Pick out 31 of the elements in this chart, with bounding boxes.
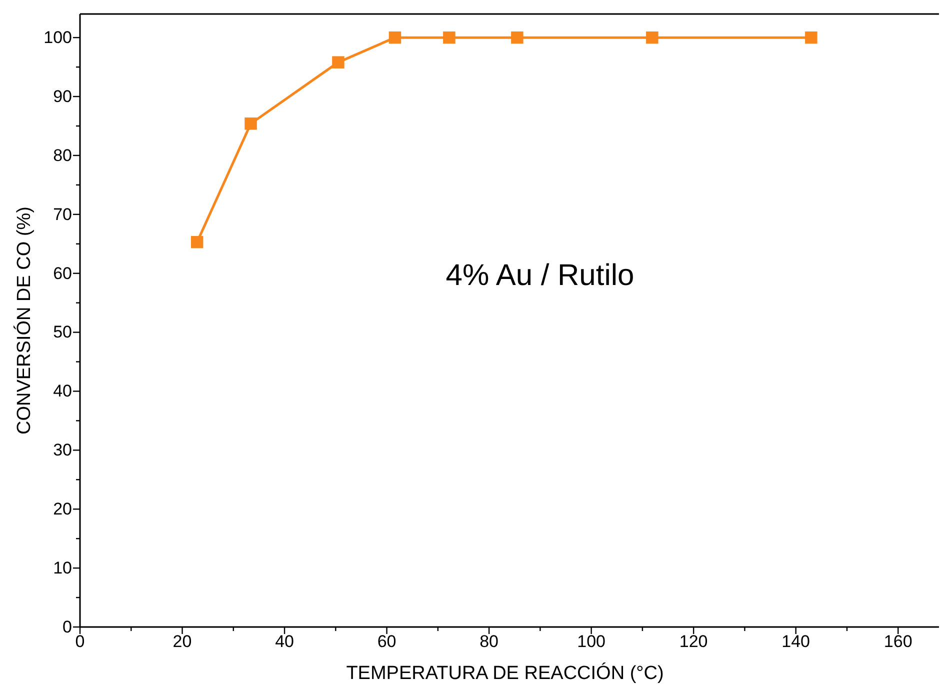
x-tick-label: 60 <box>377 632 396 652</box>
x-tick-label: 160 <box>884 632 912 652</box>
y-axis-title: CONVERSIÓN DE CO (%) <box>13 206 35 435</box>
x-axis-title: TEMPERATURA DE REACCIÓN (°C) <box>346 662 664 684</box>
point <box>244 118 257 130</box>
point <box>805 31 818 44</box>
y-tick-label: 30 <box>53 440 72 460</box>
point <box>646 31 658 44</box>
point <box>388 31 402 44</box>
x-tick-label: 140 <box>782 632 810 652</box>
y-tick-label: 50 <box>53 322 72 342</box>
x-tick-label: 100 <box>577 632 606 652</box>
y-tick-label: 70 <box>53 204 72 224</box>
x-tick-label: 40 <box>275 632 294 652</box>
x-tick-label: 120 <box>679 632 708 652</box>
annotation: 4% Au / Rutilo <box>446 259 634 292</box>
y-tick-label: 100 <box>44 28 72 48</box>
point <box>511 31 524 44</box>
point <box>443 31 456 44</box>
y-tick-label: 80 <box>53 146 72 165</box>
y-tick-label: 90 <box>53 86 72 106</box>
x-tick-label: 0 <box>75 632 85 652</box>
point <box>332 56 344 68</box>
point <box>190 236 204 248</box>
x-tick-label: 80 <box>480 632 499 652</box>
y-tick-label: 10 <box>53 558 72 578</box>
y-tick-label: 20 <box>53 500 72 519</box>
y-tick-label: 60 <box>53 264 72 283</box>
x-tick-label: 20 <box>172 632 192 652</box>
y-tick-label: 40 <box>53 382 72 401</box>
y-tick-label: 0 <box>62 617 72 636</box>
